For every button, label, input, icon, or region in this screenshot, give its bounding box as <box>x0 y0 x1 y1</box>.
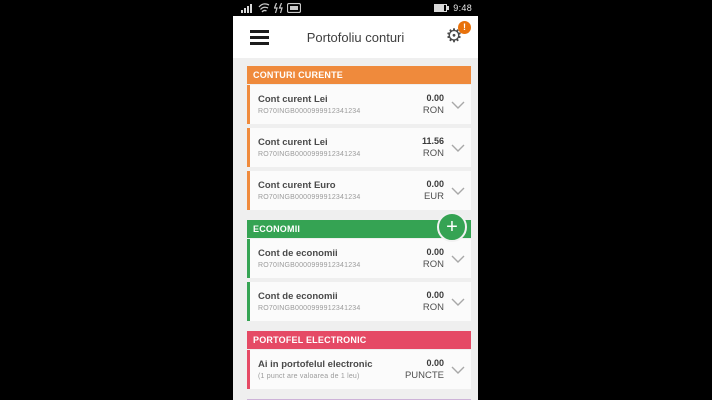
chevron-down-icon <box>449 101 465 109</box>
chevron-down-icon <box>449 187 465 195</box>
account-balance: 11.56 <box>421 136 444 146</box>
account-row[interactable]: Cont curent Euro RO70INGB000099991234123… <box>247 171 471 210</box>
section-portofel-electronic: PORTOFEL ELECTRONIC Ai in portofelul ele… <box>247 331 471 389</box>
app-bar: Portofoliu conturi ⚙ ! <box>233 16 478 58</box>
section-conturi-curente: CONTURI CURENTE Cont curent Lei RO70INGB… <box>247 66 471 210</box>
account-balance: 0.00 <box>426 93 444 103</box>
account-iban: RO70INGB0000999912341234 <box>258 262 361 269</box>
status-icons-right: 9:48 <box>434 3 472 13</box>
notification-badge: ! <box>458 21 471 34</box>
account-row[interactable]: Cont curent Lei RO70INGB0000999912341234… <box>247 85 471 124</box>
account-currency: RON <box>422 302 444 313</box>
account-balance: 0.00 <box>426 358 444 368</box>
section-header: CONTURI CURENTE <box>247 66 471 84</box>
section-header: ECONOMII <box>247 220 471 238</box>
account-row[interactable]: Ai in portofelul electronic (1 punct are… <box>247 350 471 389</box>
account-iban: RO70INGB0000999912341234 <box>258 194 361 201</box>
account-iban: RO70INGB0000999912341234 <box>258 108 361 115</box>
status-icons-left <box>241 3 301 13</box>
status-bar: 9:48 <box>233 0 478 16</box>
account-balance: 0.00 <box>426 290 444 300</box>
account-name: Ai in portofelul electronic <box>258 359 373 370</box>
settings-button[interactable]: ⚙ ! <box>441 21 471 50</box>
account-iban: RO70INGB0000999912341234 <box>258 305 361 312</box>
section-economii: ECONOMII + Cont de economii RO70INGB0000… <box>247 212 471 321</box>
chevron-down-icon <box>449 144 465 152</box>
account-name: Cont de economii <box>258 291 338 302</box>
account-currency: RON <box>422 105 444 116</box>
wifi-icon <box>258 3 270 13</box>
phone-screen: 9:48 Portofoliu conturi ⚙ ! CONTURI CURE… <box>233 0 478 400</box>
account-currency: PUNCTE <box>404 370 444 381</box>
vibrate-icon <box>274 3 283 13</box>
account-currency: EUR <box>423 191 444 202</box>
account-row[interactable]: Cont de economii RO70INGB000099991234123… <box>247 282 471 321</box>
chevron-down-icon <box>449 366 465 374</box>
clock: 9:48 <box>453 3 472 13</box>
account-currency: RON <box>422 259 444 270</box>
account-row[interactable]: Cont curent Lei RO70INGB0000999912341234… <box>247 128 471 167</box>
accounts-list: CONTURI CURENTE Cont curent Lei RO70INGB… <box>233 58 478 400</box>
section-header: PORTOFEL ELECTRONIC <box>247 331 471 349</box>
account-row[interactable]: Cont de economii RO70INGB000099991234123… <box>247 239 471 278</box>
battery-icon <box>434 4 450 12</box>
account-name: Cont curent Lei <box>258 137 328 148</box>
account-currency: RON <box>422 148 444 159</box>
account-name: Cont de economii <box>258 248 338 259</box>
sim-icon <box>287 3 301 13</box>
account-balance: 0.00 <box>426 247 444 257</box>
signal-icon <box>241 4 252 13</box>
chevron-down-icon <box>449 298 465 306</box>
account-note: (1 punct are valoarea de 1 leu) <box>258 373 360 380</box>
account-balance: 0.00 <box>426 179 444 189</box>
menu-button[interactable] <box>250 29 269 45</box>
account-name: Cont curent Euro <box>258 180 336 191</box>
chevron-down-icon <box>449 255 465 263</box>
account-name: Cont curent Lei <box>258 94 328 105</box>
add-account-button[interactable]: + <box>437 212 467 242</box>
hamburger-icon <box>250 29 269 33</box>
account-iban: RO70INGB0000999912341234 <box>258 151 361 158</box>
